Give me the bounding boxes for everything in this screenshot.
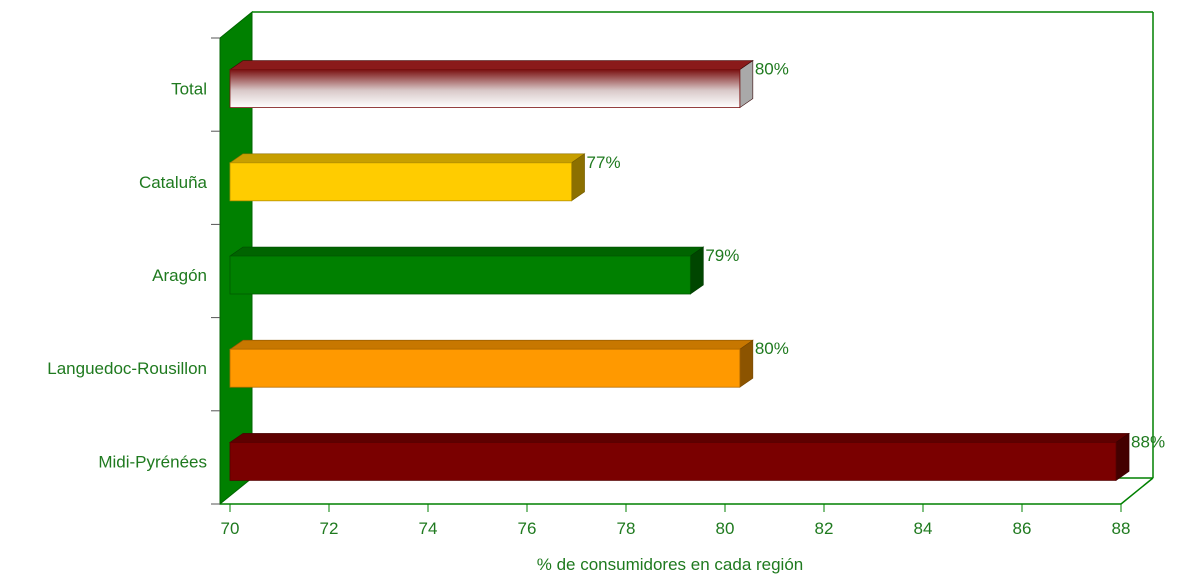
x-tick-label: 82 <box>815 519 834 538</box>
bar <box>229 432 1131 481</box>
value-label: 79% <box>705 246 739 265</box>
bar <box>229 60 754 109</box>
bar-front <box>229 69 741 108</box>
value-label: 80% <box>755 339 789 358</box>
category-labels: Total Cataluña Aragón Languedoc-Rousillon Mi… <box>47 80 207 472</box>
bar-front <box>229 348 741 388</box>
bar-top <box>229 433 1131 443</box>
x-tick-label: 88 <box>1112 519 1131 538</box>
bar-front <box>229 162 572 202</box>
bar-front <box>229 255 691 295</box>
bar <box>229 339 754 388</box>
y-axis-ticks <box>211 37 220 505</box>
x-tick-label: 84 <box>914 519 933 538</box>
value-labels: 80% 77% 79% 80% 88% <box>587 60 1166 452</box>
category-label: Languedoc-Rousillon <box>47 359 207 378</box>
bars <box>229 60 1131 481</box>
x-tick-label: 74 <box>419 519 438 538</box>
bar-top <box>229 246 705 257</box>
category-label: Midi-Pyrénées <box>98 452 207 471</box>
category-label: Aragón <box>152 266 207 285</box>
x-tick-label: 72 <box>320 519 339 538</box>
bar-front <box>229 441 1117 481</box>
value-label: 80% <box>755 60 789 79</box>
floor-right-edge <box>1120 477 1154 505</box>
value-label: 88% <box>1131 432 1165 451</box>
x-axis-ticks: 70 72 74 76 78 80 82 84 86 88 <box>221 504 1131 538</box>
x-tick-label: 80 <box>716 519 735 538</box>
x-tick-label: 76 <box>518 519 537 538</box>
value-label: 77% <box>587 153 621 172</box>
bar <box>229 246 705 295</box>
x-tick-label: 78 <box>617 519 636 538</box>
bar-top <box>229 60 754 70</box>
category-label: Cataluña <box>139 173 208 192</box>
bar-top <box>229 153 586 164</box>
bar <box>229 153 586 202</box>
x-axis-title: % de consumidores en cada región <box>537 555 804 574</box>
x-tick-label: 70 <box>221 519 240 538</box>
bar-top <box>229 339 754 350</box>
category-label: Total <box>171 80 207 99</box>
x-tick-label: 86 <box>1013 519 1032 538</box>
